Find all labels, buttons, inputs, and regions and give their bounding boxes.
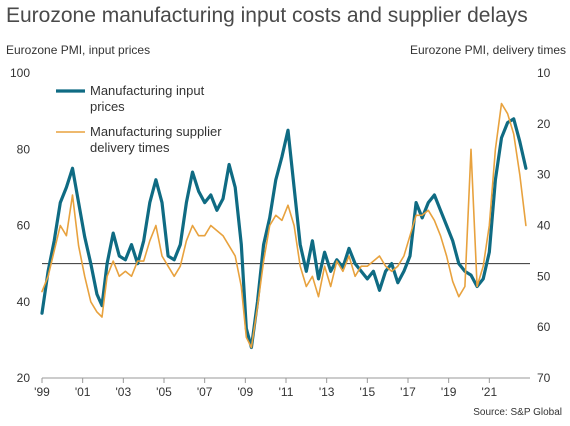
legend-label: Manufacturing supplier (90, 124, 222, 139)
y-left-tick-label: 100 (10, 66, 30, 80)
y-left-tick-label: 20 (17, 371, 31, 385)
x-tick-label: '03 (116, 385, 132, 399)
legend-label: prices (90, 99, 125, 114)
y-right-tick-label: 70 (537, 371, 551, 385)
x-tick-label: '05 (156, 385, 172, 399)
plot-area (40, 102, 530, 350)
x-tick-label: '19 (441, 385, 457, 399)
y-right-tick-label: 30 (537, 168, 551, 182)
y-left-tick-label: 80 (17, 142, 31, 156)
chart-title: Eurozone manufacturing input costs and s… (6, 4, 528, 27)
y-left-tick-label: 40 (17, 295, 31, 309)
source-note: Source: S&P Global (473, 407, 562, 418)
y-right-tick-label: 40 (537, 219, 551, 233)
y-right-tick-label: 50 (537, 269, 551, 283)
x-tick-label: '15 (360, 385, 376, 399)
x-tick-label: '11 (279, 385, 294, 399)
x-tick-label: '09 (238, 385, 254, 399)
axes: 100 80 60 40 20 10 20 30 40 50 60 70 '99 '01 '03 '05 '07… (10, 66, 551, 399)
legend-label: delivery times (90, 140, 170, 155)
x-tick-label: '21 (482, 385, 498, 399)
legend-label: Manufacturing input (90, 83, 205, 98)
y-left-tick-label: 60 (17, 219, 31, 233)
x-tick-label: '99 (34, 385, 50, 399)
x-tick-label: '13 (319, 385, 335, 399)
delivery-times-series (41, 102, 527, 349)
y-right-tick-label: 20 (537, 117, 551, 131)
x-tick-label: '07 (197, 385, 213, 399)
y-right-tick-label: 10 (537, 66, 551, 80)
right-axis-label: Eurozone PMI, delivery times (409, 43, 566, 57)
x-tick-label: '17 (400, 385, 416, 399)
left-axis-label: Eurozone PMI, input prices (6, 43, 151, 57)
x-tick-label: '01 (75, 385, 91, 399)
input-prices-series (40, 117, 528, 350)
y-right-tick-label: 60 (537, 320, 551, 334)
